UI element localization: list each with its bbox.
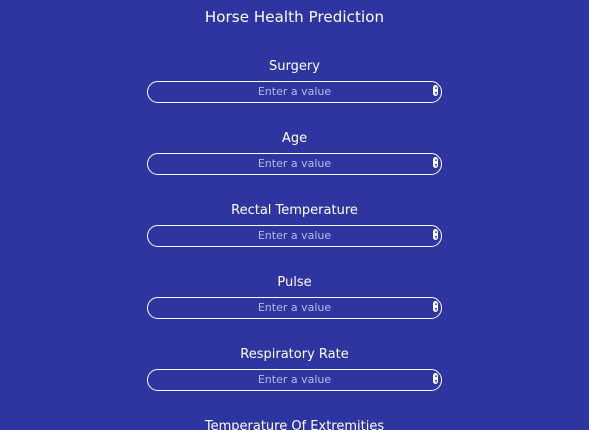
field-rectal-temperature: Rectal Temperature <box>147 202 442 247</box>
respiratory-rate-input[interactable] <box>147 368 442 391</box>
respiratory-rate-input-wrap <box>147 368 442 391</box>
field-surgery: Surgery <box>147 58 442 103</box>
number-spinner-icon[interactable] <box>433 229 438 240</box>
surgery-input-wrap <box>147 80 442 103</box>
field-age: Age <box>147 130 442 175</box>
pulse-input-wrap <box>147 296 442 319</box>
age-input-wrap <box>147 152 442 175</box>
rectal-temperature-input-wrap <box>147 224 442 247</box>
page-title: Horse Health Prediction <box>204 8 385 26</box>
field-pulse: Pulse <box>147 274 442 319</box>
rectal-temperature-label: Rectal Temperature <box>231 203 358 218</box>
age-input[interactable] <box>147 152 442 175</box>
number-spinner-icon[interactable] <box>433 85 438 96</box>
age-label: Age <box>281 131 308 146</box>
surgery-label: Surgery <box>269 59 320 74</box>
respiratory-rate-label: Respiratory Rate <box>240 347 349 362</box>
temperature-of-extremities-label: Temperature Of Extremities <box>204 419 385 430</box>
number-spinner-icon[interactable] <box>433 157 438 168</box>
field-temperature-of-extremities: Temperature Of Extremities <box>147 418 442 430</box>
number-spinner-icon[interactable] <box>433 373 438 384</box>
rectal-temperature-input[interactable] <box>147 224 442 247</box>
number-spinner-icon[interactable] <box>433 301 438 312</box>
pulse-input[interactable] <box>147 296 442 319</box>
field-respiratory-rate: Respiratory Rate <box>147 346 442 391</box>
surgery-input[interactable] <box>147 80 442 103</box>
pulse-label: Pulse <box>277 275 312 290</box>
